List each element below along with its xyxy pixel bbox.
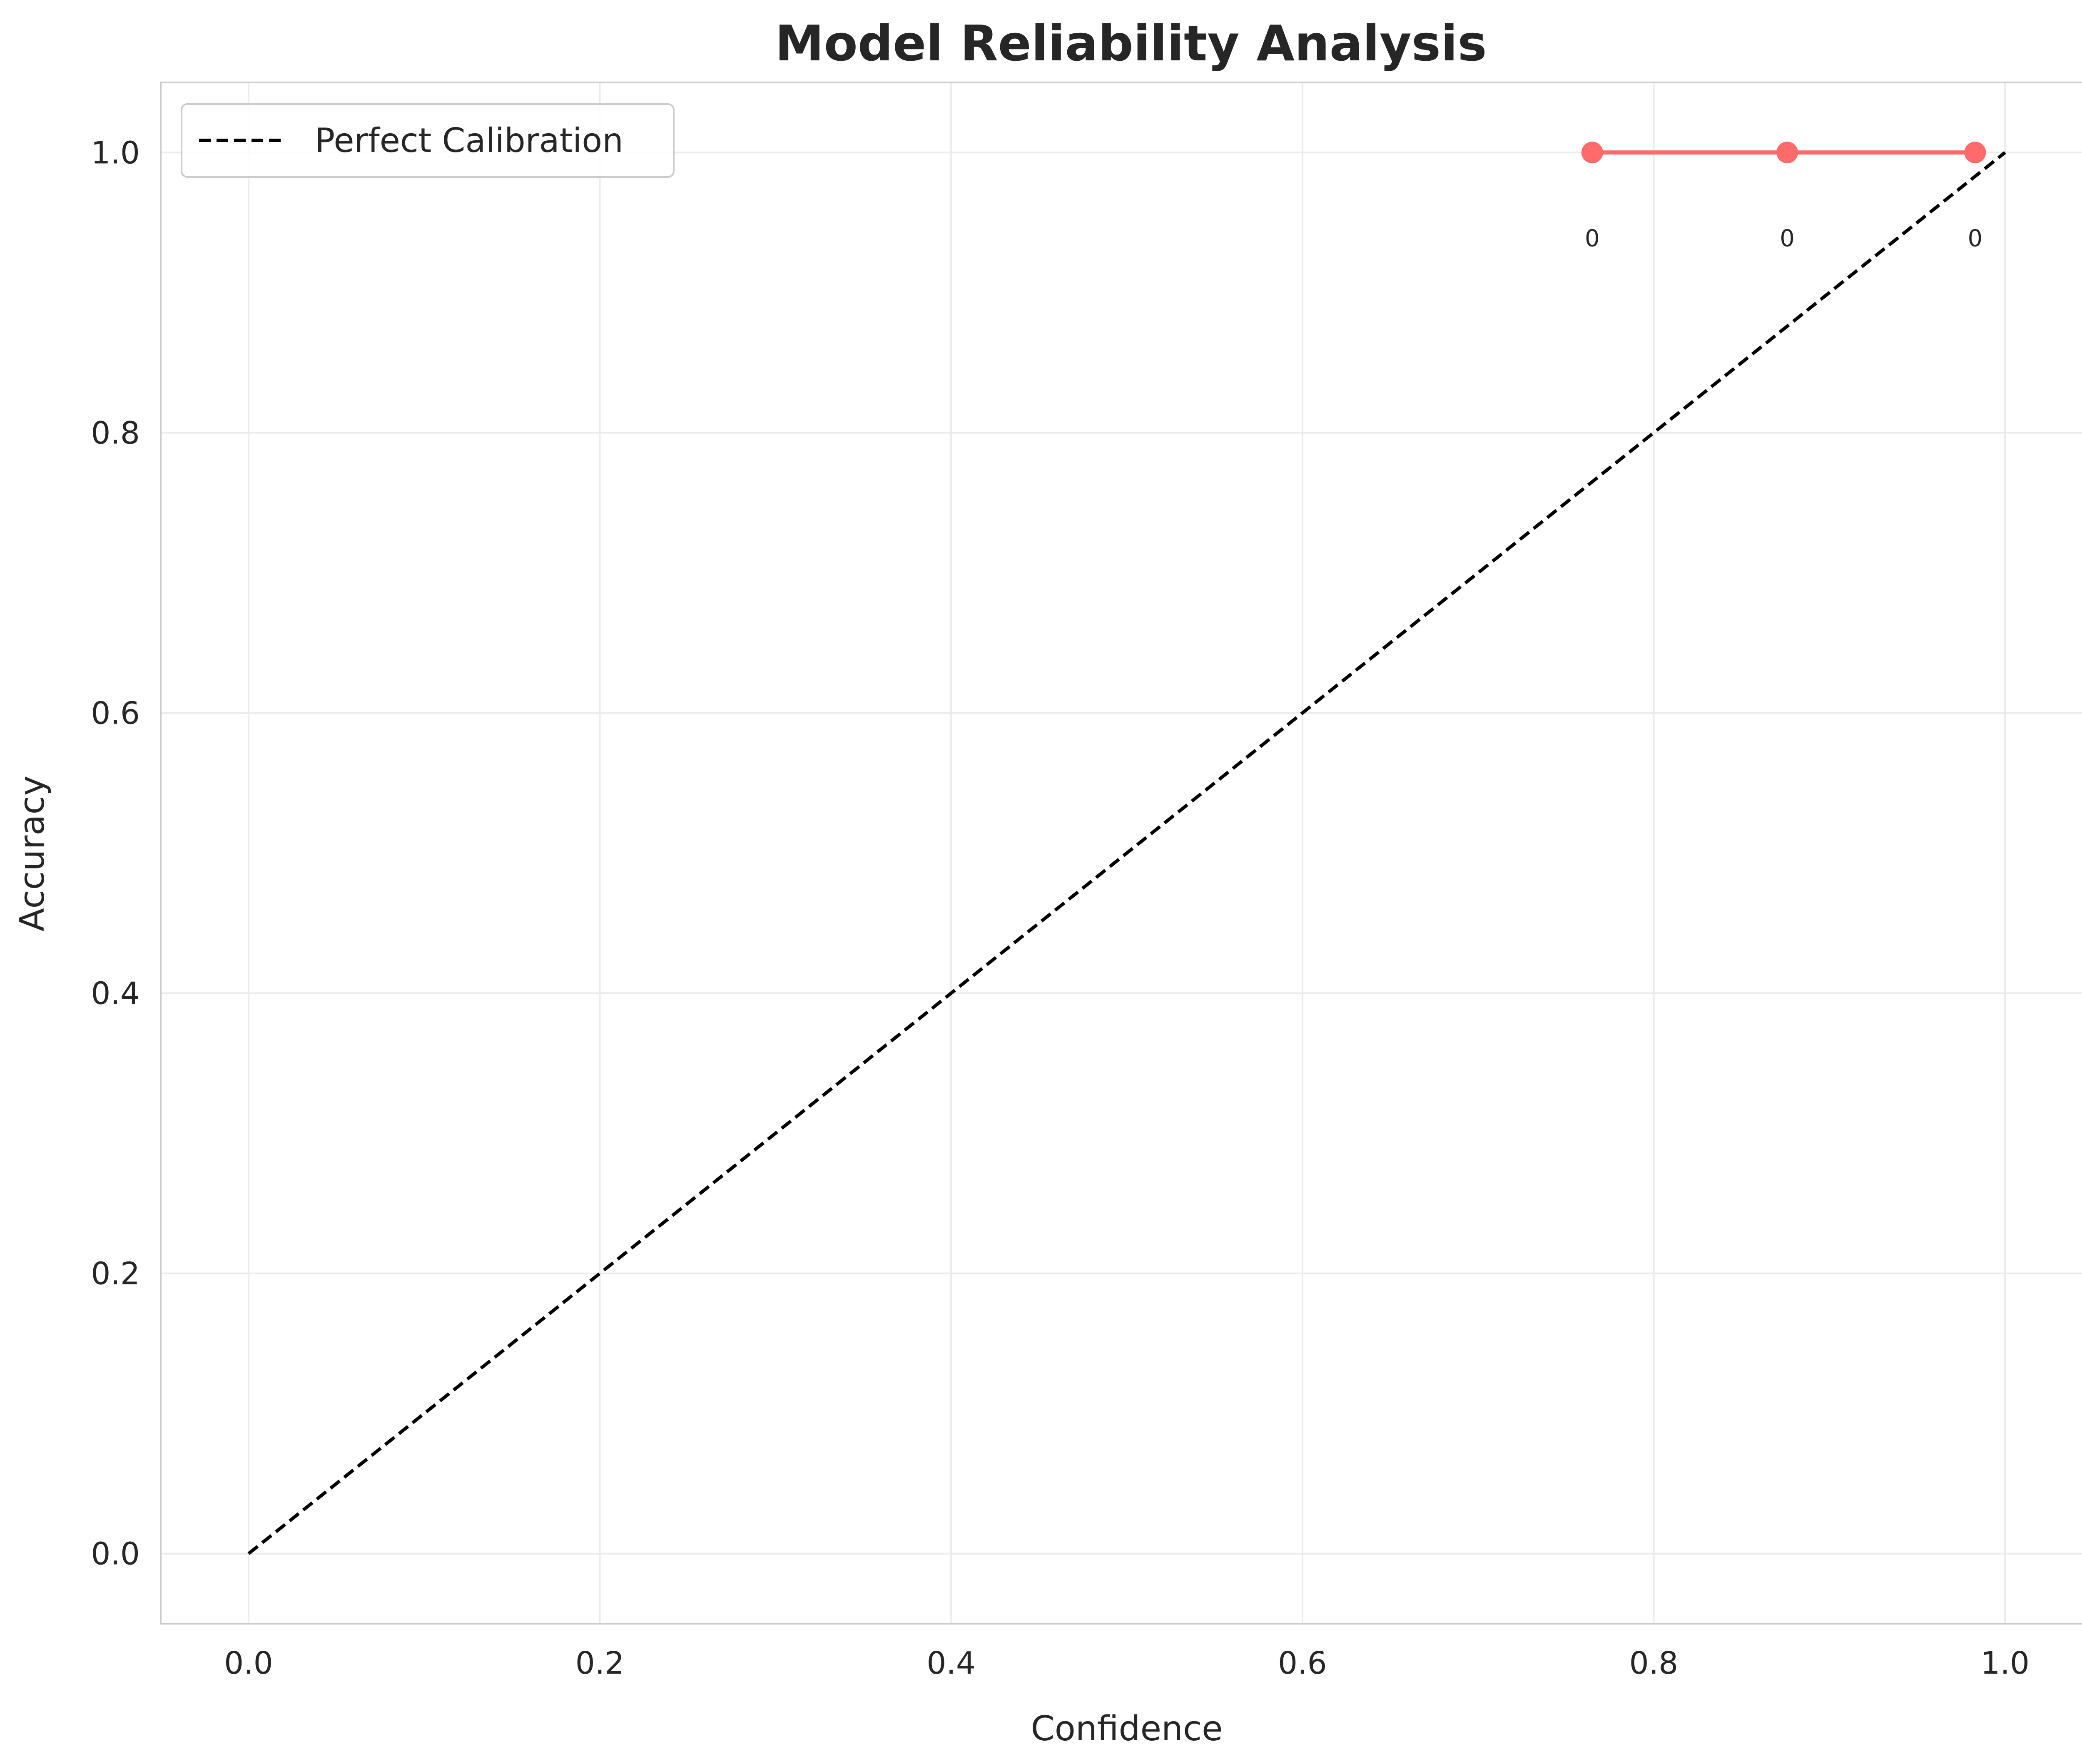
series-point-reliability bbox=[1964, 142, 1986, 164]
x-tick-label: 0.0 bbox=[224, 1645, 273, 1681]
x-axis-label: Confidence bbox=[1031, 1709, 1223, 1749]
legend-box bbox=[181, 103, 675, 178]
point-count-label: 0 bbox=[1780, 225, 1795, 252]
y-tick-label: 0.4 bbox=[91, 976, 140, 1012]
y-tick-label: 1.0 bbox=[91, 135, 140, 171]
legend: Perfect Calibration bbox=[181, 103, 675, 178]
x-tick-label: 0.8 bbox=[1629, 1645, 1679, 1681]
series-layer: 0 0 0 bbox=[247, 142, 2006, 1555]
y-tick-label: 0.2 bbox=[91, 1256, 140, 1292]
x-tick-label: 0.4 bbox=[926, 1645, 976, 1681]
y-tick-label: 0.6 bbox=[91, 695, 140, 731]
legend-label-perfect-calibration: Perfect Calibration bbox=[315, 121, 623, 160]
y-tick-label: 0.8 bbox=[91, 415, 140, 451]
series-point-reliability bbox=[1776, 142, 1798, 164]
x-tick-label: 0.6 bbox=[1278, 1645, 1327, 1681]
y-tick-label: 0.0 bbox=[91, 1536, 140, 1572]
chart-title: Model Reliability Analysis bbox=[775, 15, 1487, 72]
series-line-perfect-calibration bbox=[247, 151, 2006, 1555]
x-tick-label: 0.2 bbox=[575, 1645, 625, 1681]
y-axis-label: Accuracy bbox=[12, 776, 52, 931]
point-count-label: 0 bbox=[1585, 225, 1600, 252]
point-count-label: 0 bbox=[1968, 225, 1983, 252]
x-tick-label: 1.0 bbox=[1980, 1645, 2030, 1681]
x-tick-labels: 0.0 0.2 0.4 0.6 0.8 1.0 bbox=[224, 1645, 2030, 1681]
series-point-reliability bbox=[1581, 142, 1603, 164]
plot-area-frame bbox=[160, 82, 2082, 1625]
y-tick-labels: 0.0 0.2 0.4 0.6 0.8 1.0 bbox=[91, 135, 140, 1572]
